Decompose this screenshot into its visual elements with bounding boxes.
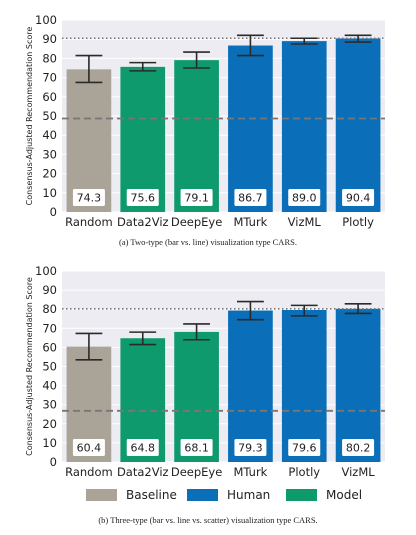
- data-label-box: [126, 189, 159, 206]
- x-tick-label: VizML: [288, 215, 322, 229]
- x-tick-label: VizML: [341, 465, 375, 479]
- y-tick-label: 70: [42, 321, 57, 335]
- y-tick-label: 50: [42, 360, 57, 374]
- bar-data2viz: [120, 66, 166, 213]
- data-label: 89.0: [292, 192, 317, 205]
- x-tick-label: Random: [65, 465, 113, 479]
- bar-random: [66, 69, 112, 213]
- x-tick-label: MTurk: [233, 465, 267, 479]
- y-tick-label: 100: [35, 264, 57, 278]
- data-label-box: [342, 189, 375, 206]
- data-label: 79.1: [184, 192, 209, 205]
- data-label: 79.6: [292, 442, 317, 455]
- y-tick-label: 70: [42, 71, 57, 85]
- y-tick-label: 40: [42, 379, 57, 393]
- y-tick-label: 20: [42, 167, 57, 181]
- y-tick-label: 90: [42, 32, 57, 46]
- legend-label: Baseline: [126, 488, 177, 502]
- y-tick-label: 10: [42, 436, 57, 450]
- y-tick-label: 80: [42, 302, 57, 316]
- y-tick-label: 80: [42, 51, 57, 65]
- data-label-box: [234, 189, 267, 206]
- data-label: 80.2: [346, 442, 371, 455]
- data-label: 79.3: [238, 442, 263, 455]
- bar-plotly: [335, 38, 381, 212]
- data-label-box: [126, 439, 159, 456]
- bar-mturk: [228, 310, 273, 462]
- data-label-box: [342, 439, 375, 456]
- data-label-box: [72, 439, 105, 456]
- legend-swatch-human: [187, 489, 218, 501]
- bar-deepeye: [174, 60, 219, 213]
- data-label-box: [180, 189, 213, 206]
- y-axis-label: Consensus-Adjusted Recommendation Score: [25, 27, 34, 206]
- x-tick-label: Random: [65, 215, 113, 229]
- caption-b: (b) Three-type (bar vs. line vs. scatter…: [98, 515, 318, 525]
- legend: Baseline Human Model: [86, 488, 362, 502]
- x-tick-label: Data2Viz: [117, 215, 169, 229]
- data-label-box: [234, 439, 267, 456]
- y-tick-label: 60: [42, 90, 57, 104]
- y-tick-label: 90: [42, 283, 57, 297]
- y-tick-label: 20: [42, 417, 57, 431]
- y-tick-label: 30: [42, 398, 57, 412]
- y-tick-label: 60: [42, 340, 57, 354]
- data-label: 64.8: [131, 442, 156, 455]
- x-tick-label: Data2Viz: [117, 465, 169, 479]
- y-tick-label: 50: [42, 109, 57, 123]
- legend-swatch-baseline: [86, 489, 117, 501]
- data-label: 86.7: [238, 192, 263, 205]
- legend-swatch-model: [286, 489, 317, 501]
- data-label: 90.4: [346, 192, 371, 205]
- x-tick-label: Plotly: [288, 465, 320, 479]
- caption-a: (a) Two-type (bar vs. line) visualizatio…: [119, 237, 297, 247]
- x-tick-label: Plotly: [342, 215, 374, 229]
- y-tick-label: 0: [50, 455, 57, 469]
- y-tick-label: 100: [35, 13, 57, 27]
- x-tick-label: MTurk: [233, 215, 267, 229]
- bar-vizml: [281, 41, 327, 213]
- legend-label: Human: [227, 488, 270, 502]
- data-label-box: [288, 439, 321, 456]
- chart-b: 0 10 20 30 40 50 60 70 80 90 100Consensus-Adjusted…: [25, 264, 385, 479]
- data-label: 60.4: [77, 442, 102, 455]
- y-tick-label: 40: [42, 128, 57, 142]
- bar-plotly: [281, 309, 327, 462]
- x-tick-label: DeepEye: [171, 215, 222, 229]
- y-axis-label: Consensus-Adjusted Recommendation Score: [25, 277, 34, 456]
- y-tick-label: 10: [42, 186, 57, 200]
- x-tick-label: DeepEye: [171, 465, 222, 479]
- legend-label: Model: [326, 488, 362, 502]
- y-tick-label: 0: [50, 205, 57, 219]
- chart-a: 0 10 20 30 40 50 60 70 80 90 100Consensus-Adjusted…: [25, 13, 385, 229]
- data-label: 68.1: [184, 442, 209, 455]
- data-label-box: [180, 439, 213, 456]
- y-tick-label: 30: [42, 147, 57, 161]
- data-label: 74.3: [77, 192, 102, 205]
- data-label: 75.6: [131, 192, 156, 205]
- bar-vizml: [335, 308, 381, 462]
- data-label-box: [288, 189, 321, 206]
- bar-mturk: [228, 45, 273, 213]
- data-label-box: [72, 189, 105, 206]
